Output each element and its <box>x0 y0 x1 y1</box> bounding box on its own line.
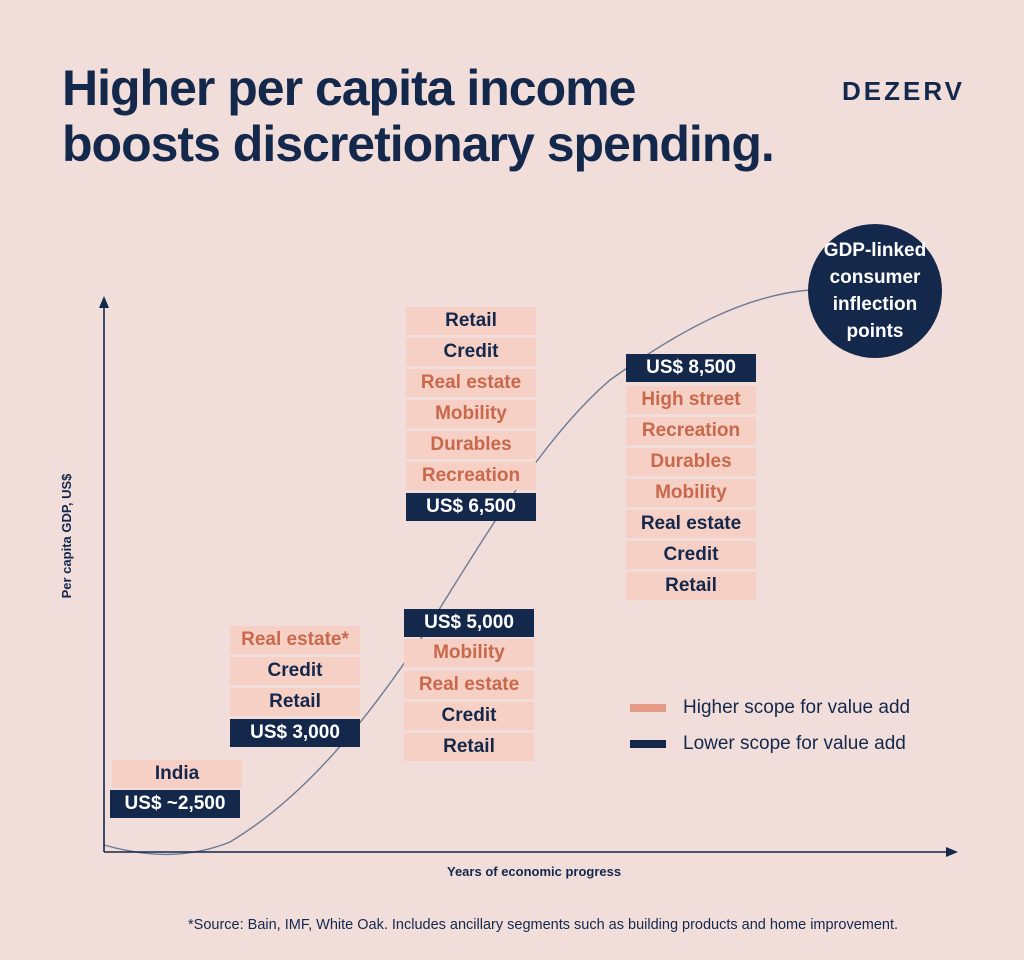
source-footnote: *Source: Bain, IMF, White Oak. Includes … <box>188 917 899 933</box>
segment-cell: Real estate <box>404 671 534 699</box>
segment-cell: Credit <box>230 657 360 685</box>
segment-cell: Durables <box>406 431 536 459</box>
legend-swatch-higher <box>630 704 666 712</box>
segment-cell: Credit <box>406 338 536 366</box>
title-line-1: Higher per capita income <box>62 60 636 116</box>
legend-label-lower: Lower scope for value add <box>683 733 906 754</box>
brand-logo: DEZERV <box>842 76 965 106</box>
segment-cell: India <box>112 760 242 788</box>
segment-cell: Real estate <box>626 510 756 538</box>
segment-cell: Credit <box>404 702 534 730</box>
legend-item-higher: Higher scope for value add <box>630 695 960 721</box>
segment-cell: Retail <box>404 733 534 761</box>
segment-cell: High street <box>626 386 756 414</box>
y-axis-arrow <box>99 296 109 308</box>
segment-cell: Recreation <box>406 462 536 490</box>
segment-cell: Mobility <box>626 479 756 507</box>
y-axis-label: Per capita GDP, US$ <box>59 473 74 599</box>
segment-cell: Mobility <box>404 639 534 667</box>
segment-cell: Recreation <box>626 417 756 445</box>
segment-cell: Retail <box>406 307 536 335</box>
segment-cell: Durables <box>626 448 756 476</box>
segment-cell: Credit <box>626 541 756 569</box>
segment-cell: Mobility <box>406 400 536 428</box>
legend-item-lower: Lower scope for value add <box>630 731 960 757</box>
title-line-2: boosts discretionary spending. <box>62 116 775 172</box>
inflection-badge: GDP-linked consumer inflection points <box>808 224 942 358</box>
price-label: US$ 5,000 <box>404 609 534 637</box>
segment-cell: Real estate* <box>230 626 360 654</box>
segment-cell: Retail <box>230 688 360 716</box>
segment-cell: Retail <box>626 572 756 600</box>
price-label: US$ 3,000 <box>230 719 360 747</box>
page-title: Higher per capita income boosts discreti… <box>62 60 862 172</box>
price-label: US$ 6,500 <box>406 493 536 521</box>
x-axis-arrow <box>946 847 958 857</box>
legend-label-higher: Higher scope for value add <box>683 697 911 718</box>
price-label: US$ 8,500 <box>626 354 756 382</box>
x-axis-label: Years of economic progress <box>447 864 622 879</box>
legend-swatch-lower <box>630 740 666 748</box>
inflection-badge-text: GDP-linked consumer inflection points <box>823 240 927 342</box>
segment-cell: Real estate <box>406 369 536 397</box>
price-label: US$ ~2,500 <box>110 790 240 818</box>
